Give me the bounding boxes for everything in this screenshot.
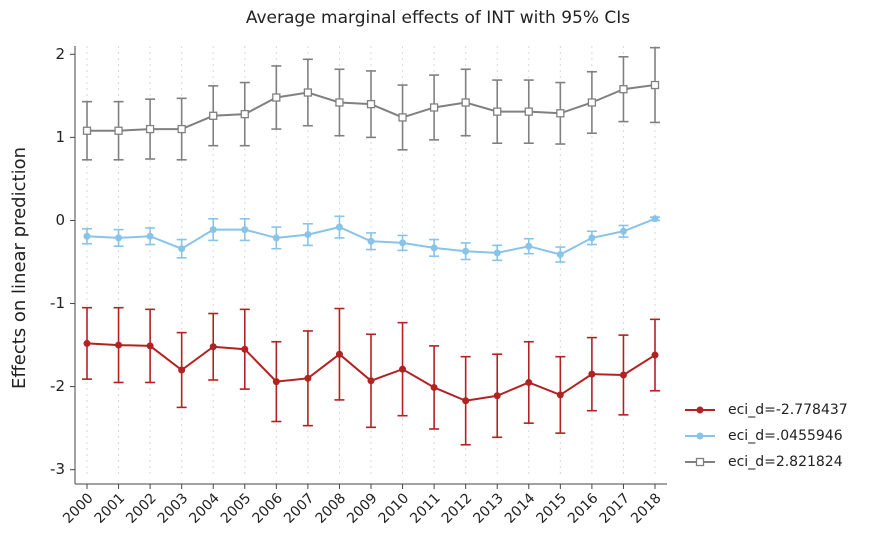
point bbox=[115, 341, 123, 349]
x-tick-label: 2001 bbox=[92, 490, 129, 527]
point bbox=[209, 226, 217, 234]
x-tick-label: 2009 bbox=[344, 490, 381, 527]
point bbox=[650, 80, 660, 90]
y-tick-label: -1 bbox=[50, 294, 65, 312]
point bbox=[461, 98, 470, 107]
point bbox=[429, 103, 439, 112]
legend-marker bbox=[696, 406, 704, 414]
point bbox=[82, 126, 92, 135]
point bbox=[209, 111, 218, 120]
x-tick-label: 2015 bbox=[533, 490, 570, 527]
point bbox=[335, 350, 343, 358]
point bbox=[304, 231, 312, 239]
point bbox=[240, 109, 249, 119]
legend-marker bbox=[696, 432, 704, 440]
point bbox=[209, 343, 217, 351]
point bbox=[366, 100, 376, 109]
point bbox=[367, 237, 375, 245]
y-tick-label: 2 bbox=[55, 45, 65, 63]
point bbox=[115, 234, 123, 242]
point bbox=[146, 232, 154, 240]
point bbox=[303, 88, 313, 97]
point bbox=[272, 378, 280, 386]
point bbox=[178, 245, 186, 253]
x-tick-label: 2018 bbox=[628, 490, 665, 527]
x-tick-label: 2014 bbox=[502, 490, 539, 527]
x-tick-label: 2000 bbox=[60, 490, 97, 527]
x-tick-label: 2003 bbox=[155, 490, 192, 527]
point bbox=[272, 93, 281, 102]
point bbox=[588, 234, 596, 242]
point bbox=[146, 342, 154, 350]
point bbox=[83, 339, 91, 347]
point bbox=[651, 215, 659, 223]
x-tick-label: 2006 bbox=[249, 490, 286, 527]
x-tick-label: 2008 bbox=[313, 490, 350, 527]
legend-label: eci_d=2.821824 bbox=[728, 454, 843, 470]
point bbox=[493, 249, 501, 257]
x-tick-label: 2016 bbox=[565, 490, 602, 527]
x-tick-label: 2007 bbox=[281, 490, 318, 527]
point bbox=[241, 345, 249, 353]
x-tick-label: 2011 bbox=[407, 490, 444, 527]
legend-label: eci_d=-2.778437 bbox=[728, 402, 848, 418]
point bbox=[651, 351, 659, 359]
point bbox=[556, 391, 564, 399]
x-tick-label: 2002 bbox=[123, 490, 160, 527]
point bbox=[524, 107, 533, 116]
point bbox=[367, 377, 375, 385]
point bbox=[556, 109, 565, 118]
y-tick-label: 0 bbox=[55, 211, 65, 229]
x-tick-label: 2012 bbox=[439, 490, 476, 527]
point bbox=[619, 371, 627, 379]
point bbox=[399, 239, 407, 247]
point bbox=[177, 124, 186, 134]
point bbox=[335, 223, 343, 231]
y-tick-label: -3 bbox=[50, 460, 65, 478]
point bbox=[493, 392, 501, 400]
point bbox=[272, 234, 280, 242]
x-tick-label: 2004 bbox=[186, 490, 223, 527]
point bbox=[114, 126, 123, 135]
point bbox=[83, 232, 91, 240]
y-tick-label: 1 bbox=[55, 128, 65, 146]
point bbox=[556, 251, 564, 259]
point bbox=[398, 113, 407, 122]
point bbox=[619, 85, 628, 94]
point bbox=[462, 247, 470, 255]
point bbox=[525, 242, 533, 250]
x-tick-label: 2017 bbox=[597, 490, 634, 527]
legend-marker bbox=[695, 457, 705, 467]
point bbox=[145, 124, 155, 134]
y-tick-label: -2 bbox=[50, 377, 65, 395]
point bbox=[430, 244, 438, 252]
point bbox=[178, 366, 186, 374]
chart-title: Average marginal effects of INT with 95%… bbox=[246, 8, 630, 28]
point bbox=[304, 374, 312, 382]
point bbox=[588, 370, 596, 378]
point bbox=[525, 378, 533, 386]
point bbox=[619, 227, 627, 235]
point bbox=[335, 98, 344, 107]
point bbox=[241, 226, 249, 234]
point bbox=[462, 397, 470, 405]
y-axis-label: Effects on linear prediction bbox=[9, 147, 30, 389]
x-tick-label: 2005 bbox=[218, 490, 255, 527]
legend-label: eci_d=.0455946 bbox=[728, 428, 843, 444]
point bbox=[587, 98, 597, 107]
x-tick-label: 2010 bbox=[376, 490, 413, 527]
point bbox=[399, 365, 407, 373]
x-tick-label: 2013 bbox=[470, 490, 507, 527]
point bbox=[493, 107, 502, 116]
point bbox=[430, 383, 438, 391]
